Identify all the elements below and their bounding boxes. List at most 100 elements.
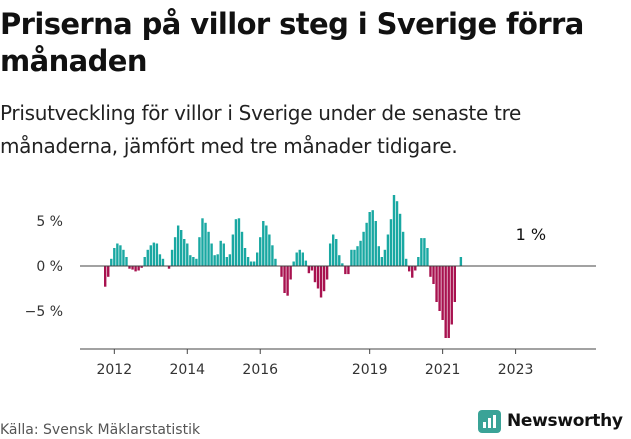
bar	[146, 249, 149, 266]
bar-chart: 5 % 0 % −5 % 2012 2014 2016 2019 2021 2023 1 %	[25, 195, 596, 378]
bar	[286, 266, 289, 296]
bar	[350, 249, 353, 266]
bar	[134, 266, 137, 272]
bar	[335, 239, 338, 266]
bar	[313, 266, 317, 283]
bar	[374, 221, 377, 266]
bar	[161, 258, 165, 266]
bar	[401, 231, 405, 266]
source-note: Källa: Svensk Mäklarstatistik	[0, 422, 201, 438]
bar	[447, 266, 450, 338]
bar	[143, 257, 146, 266]
bar	[319, 266, 323, 298]
bar	[256, 252, 259, 266]
bar	[173, 237, 177, 266]
x-axis-labels: 2012 2014 2016 2019 2021 2023	[96, 362, 533, 378]
bar	[371, 210, 374, 266]
bar	[392, 195, 396, 266]
x-tick-label: 2016	[242, 362, 278, 378]
x-tick-label: 2023	[498, 362, 534, 378]
bar	[113, 248, 116, 266]
bar	[420, 238, 423, 266]
bar	[332, 234, 335, 266]
bar	[328, 243, 332, 266]
bar	[210, 243, 213, 266]
bar	[213, 255, 216, 266]
bar	[107, 266, 110, 277]
bar	[271, 245, 274, 266]
bar	[176, 225, 180, 266]
bar	[262, 221, 265, 266]
bar	[386, 234, 390, 266]
bar	[453, 266, 456, 302]
bar	[246, 257, 250, 266]
bar	[316, 266, 320, 289]
x-tick-label: 2012	[96, 362, 132, 378]
newsworthy-brand[interactable]: Newsworthy	[478, 406, 623, 436]
bar	[125, 257, 128, 266]
bar	[414, 266, 417, 271]
annotations: 1 %	[516, 225, 546, 244]
bar-chart-logo-icon	[478, 409, 501, 433]
bar	[225, 257, 228, 266]
bar	[398, 213, 402, 266]
bar	[325, 266, 329, 280]
bar	[222, 243, 225, 266]
brand-name: Newsworthy	[507, 411, 623, 431]
bars	[104, 195, 463, 338]
bar	[149, 245, 152, 266]
bar	[195, 258, 198, 266]
bar	[408, 266, 411, 272]
bar	[310, 266, 314, 271]
bar	[395, 201, 399, 266]
bar	[304, 260, 308, 266]
bar	[137, 266, 140, 271]
bar	[429, 266, 432, 277]
bar	[426, 248, 429, 266]
bar	[240, 231, 244, 266]
bar	[189, 255, 192, 266]
bar	[219, 240, 222, 266]
bar	[243, 248, 247, 266]
bar	[234, 219, 238, 266]
bar	[167, 266, 171, 269]
bar	[438, 266, 441, 311]
bar	[192, 257, 195, 266]
bar	[383, 249, 387, 266]
bar	[450, 266, 453, 325]
bar	[170, 249, 174, 266]
bar	[131, 266, 134, 270]
bar	[341, 263, 344, 266]
x-tick-label: 2019	[352, 362, 388, 378]
bar	[338, 255, 341, 266]
bar	[344, 266, 347, 275]
bar	[377, 246, 380, 266]
bar	[268, 234, 271, 266]
bar	[158, 254, 162, 266]
bar	[389, 219, 393, 266]
bar	[295, 252, 298, 266]
bar	[347, 266, 350, 275]
bar	[201, 218, 204, 266]
bar	[280, 266, 283, 277]
bar	[368, 212, 371, 266]
bar	[252, 261, 256, 266]
bar	[444, 266, 447, 338]
bar	[249, 261, 253, 266]
bar	[298, 249, 301, 266]
last-value-annotation: 1 %	[516, 225, 546, 244]
bar	[155, 243, 159, 266]
y-tick-label: 0 %	[36, 259, 63, 275]
bar	[274, 258, 277, 266]
bar	[216, 254, 219, 266]
bar	[417, 257, 420, 266]
y-tick-label: 5 %	[36, 214, 63, 230]
bar	[152, 242, 156, 266]
x-axis	[80, 265, 596, 354]
bar	[459, 257, 463, 266]
x-tick-label: 2014	[169, 362, 205, 378]
bar	[186, 243, 189, 266]
bar	[432, 266, 435, 284]
bar	[423, 238, 426, 266]
bar	[353, 249, 356, 266]
